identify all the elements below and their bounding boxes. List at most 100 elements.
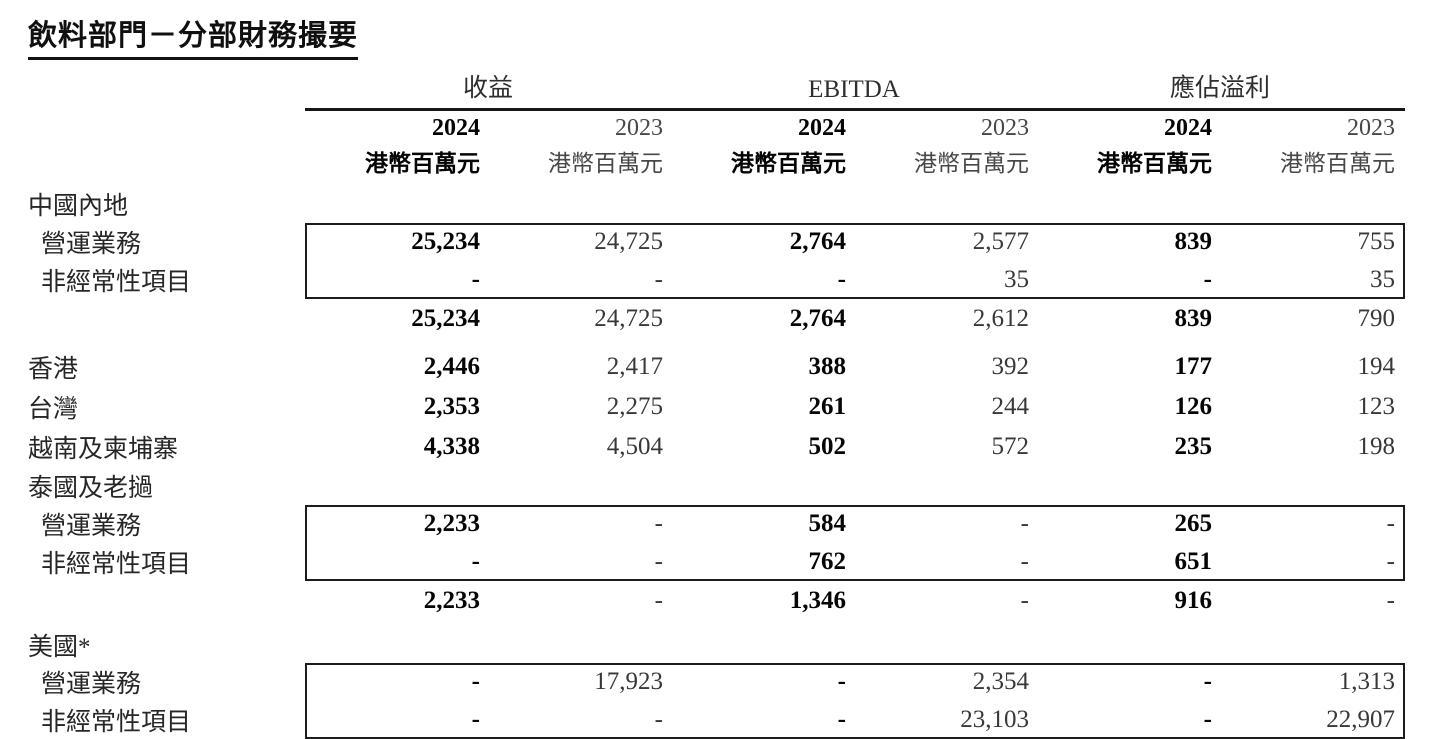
section-label: 中國內地	[28, 193, 129, 220]
year-cell-ebitda-2024: 2024	[798, 114, 846, 141]
section-row-usa: 美國*	[0, 627, 1438, 663]
cell-profit-2024: 126	[1174, 393, 1213, 420]
unit-cell: 港幣百萬元	[548, 151, 663, 176]
cell-revenue-2024: 2,353	[423, 393, 480, 420]
year-cell-revenue-2024: 2024	[432, 114, 480, 141]
cell-revenue-2024: 2,446	[423, 353, 480, 380]
revenue-group-header: 收益	[462, 75, 513, 102]
cell-ebitda-2023: 35	[1004, 266, 1029, 293]
table-row-mainland-operating: 營運業務 25,234 24,725 2,764 2,577 839 755	[0, 223, 1438, 261]
row-label: 營運業務	[41, 231, 142, 258]
cell-ebitda-2023: -	[1020, 587, 1029, 614]
unit-cell: 港幣百萬元	[365, 151, 480, 176]
cell-revenue-2024: -	[471, 266, 480, 293]
cell-revenue-2023: -	[654, 510, 663, 537]
cell-profit-2023: 1,313	[1338, 668, 1395, 695]
table-row-thailand-total: 2,233 - 1,346 - 916 -	[0, 581, 1438, 621]
unit-cell: 港幣百萬元	[1097, 151, 1212, 176]
row-label: 營運業務	[41, 513, 142, 540]
cell-ebitda-2023: 572	[991, 433, 1030, 460]
cell-profit-2023: 22,907	[1326, 706, 1395, 733]
cell-ebitda-2023: -	[1020, 510, 1029, 537]
cell-revenue-2024: 25,234	[411, 305, 480, 332]
cell-profit-2023: -	[1386, 548, 1395, 575]
mainland-china-box-group: 營運業務 25,234 24,725 2,764 2,577 839 755 非…	[0, 223, 1438, 299]
cell-ebitda-2024: 762	[808, 548, 847, 575]
row-label: 營運業務	[41, 671, 142, 698]
cell-ebitda-2024: 584	[808, 510, 847, 537]
cell-profit-2023: 194	[1357, 353, 1396, 380]
cell-profit-2023: 123	[1357, 393, 1396, 420]
cell-revenue-2023: -	[654, 266, 663, 293]
cell-revenue-2023: -	[654, 548, 663, 575]
section-label: 泰國及老撾	[28, 475, 154, 502]
spacer	[0, 339, 1438, 347]
ebitda-group-header: EBITDA	[808, 76, 900, 103]
cell-revenue-2024: 4,338	[423, 433, 480, 460]
cell-profit-2024: 839	[1174, 305, 1213, 332]
cell-profit-2024: -	[1203, 668, 1212, 695]
header-rule	[305, 108, 1405, 111]
cell-profit-2024: 177	[1174, 353, 1213, 380]
cell-profit-2023: 35	[1370, 266, 1395, 293]
table-row-thailand-operating: 營運業務 2,233 - 584 - 265 -	[0, 505, 1438, 543]
cell-ebitda-2024: 2,764	[789, 228, 846, 255]
year-cell-profit-2024: 2024	[1164, 114, 1212, 141]
section-label: 台灣	[28, 396, 79, 423]
profit-group-header: 應佔溢利	[1169, 75, 1270, 102]
year-cell-revenue-2023: 2023	[615, 114, 663, 141]
unit-cell: 港幣百萬元	[914, 151, 1029, 176]
row-label: 非經常性項目	[41, 551, 192, 578]
cell-ebitda-2024: 261	[808, 393, 847, 420]
cell-revenue-2024: -	[471, 668, 480, 695]
spacer	[0, 177, 1438, 185]
cell-ebitda-2024: -	[837, 706, 846, 733]
cell-profit-2023: 790	[1357, 305, 1396, 332]
cell-revenue-2023: 2,275	[606, 393, 663, 420]
page-title: 飲料部門－分部財務撮要	[28, 12, 359, 60]
cell-profit-2024: -	[1203, 706, 1212, 733]
cell-revenue-2024: -	[471, 548, 480, 575]
cell-profit-2024: 839	[1174, 228, 1213, 255]
cell-ebitda-2024: 388	[808, 353, 847, 380]
unit-cell: 港幣百萬元	[1280, 151, 1395, 176]
table-row-thailand-nonrecurring: 非經常性項目 - - 762 - 651 -	[0, 543, 1438, 581]
cell-ebitda-2024: -	[837, 266, 846, 293]
cell-profit-2024: 235	[1174, 433, 1213, 460]
cell-profit-2024: 265	[1174, 510, 1213, 537]
cell-profit-2023: -	[1386, 510, 1395, 537]
cell-revenue-2023: 17,923	[594, 668, 663, 695]
cell-revenue-2023: 24,725	[594, 305, 663, 332]
cell-revenue-2024: 2,233	[423, 510, 480, 537]
cell-revenue-2023: -	[654, 587, 663, 614]
section-label: 香港	[28, 356, 79, 383]
cell-revenue-2023: -	[654, 706, 663, 733]
cell-revenue-2023: 4,504	[606, 433, 663, 460]
cell-ebitda-2023: 23,103	[960, 706, 1029, 733]
cell-profit-2023: 755	[1357, 228, 1396, 255]
row-label: 非經常性項目	[41, 269, 192, 296]
section-row-mainland-china: 中國內地	[0, 185, 1438, 223]
year-header-row: 2024 2023 2024 2023 2024 2023	[0, 111, 1438, 145]
section-row-thailand-laos: 泰國及老撾	[0, 467, 1438, 505]
cell-ebitda-2023: 392	[991, 353, 1030, 380]
cell-profit-2024: 916	[1174, 587, 1213, 614]
unit-header-row: 港幣百萬元 港幣百萬元 港幣百萬元 港幣百萬元 港幣百萬元 港幣百萬元	[0, 145, 1438, 177]
table-row-hongkong: 香港 2,446 2,417 388 392 177 194	[0, 347, 1438, 387]
row-label: 非經常性項目	[41, 709, 192, 736]
cell-profit-2024: -	[1203, 266, 1212, 293]
cell-ebitda-2023: 2,577	[972, 228, 1029, 255]
usa-box-group: 營運業務 - 17,923 - 2,354 - 1,313 非經常性項目 - -…	[0, 663, 1438, 739]
cell-ebitda-2023: -	[1020, 548, 1029, 575]
cell-ebitda-2024: 2,764	[789, 305, 846, 332]
table-row-mainland-nonrecurring: 非經常性項目 - - - 35 - 35	[0, 261, 1438, 299]
cell-ebitda-2024: 1,346	[789, 587, 846, 614]
table-row-usa-nonrecurring: 非經常性項目 - - - 23,103 - 22,907	[0, 701, 1438, 739]
table-row-taiwan: 台灣 2,353 2,275 261 244 126 123	[0, 387, 1438, 427]
cell-revenue-2023: 24,725	[594, 228, 663, 255]
column-group-row: 收益 EBITDA 應佔溢利	[0, 72, 1438, 108]
year-cell-profit-2023: 2023	[1347, 114, 1395, 141]
section-label: 越南及柬埔寨	[28, 436, 179, 463]
table-row-usa-operating: 營運業務 - 17,923 - 2,354 - 1,313	[0, 663, 1438, 701]
